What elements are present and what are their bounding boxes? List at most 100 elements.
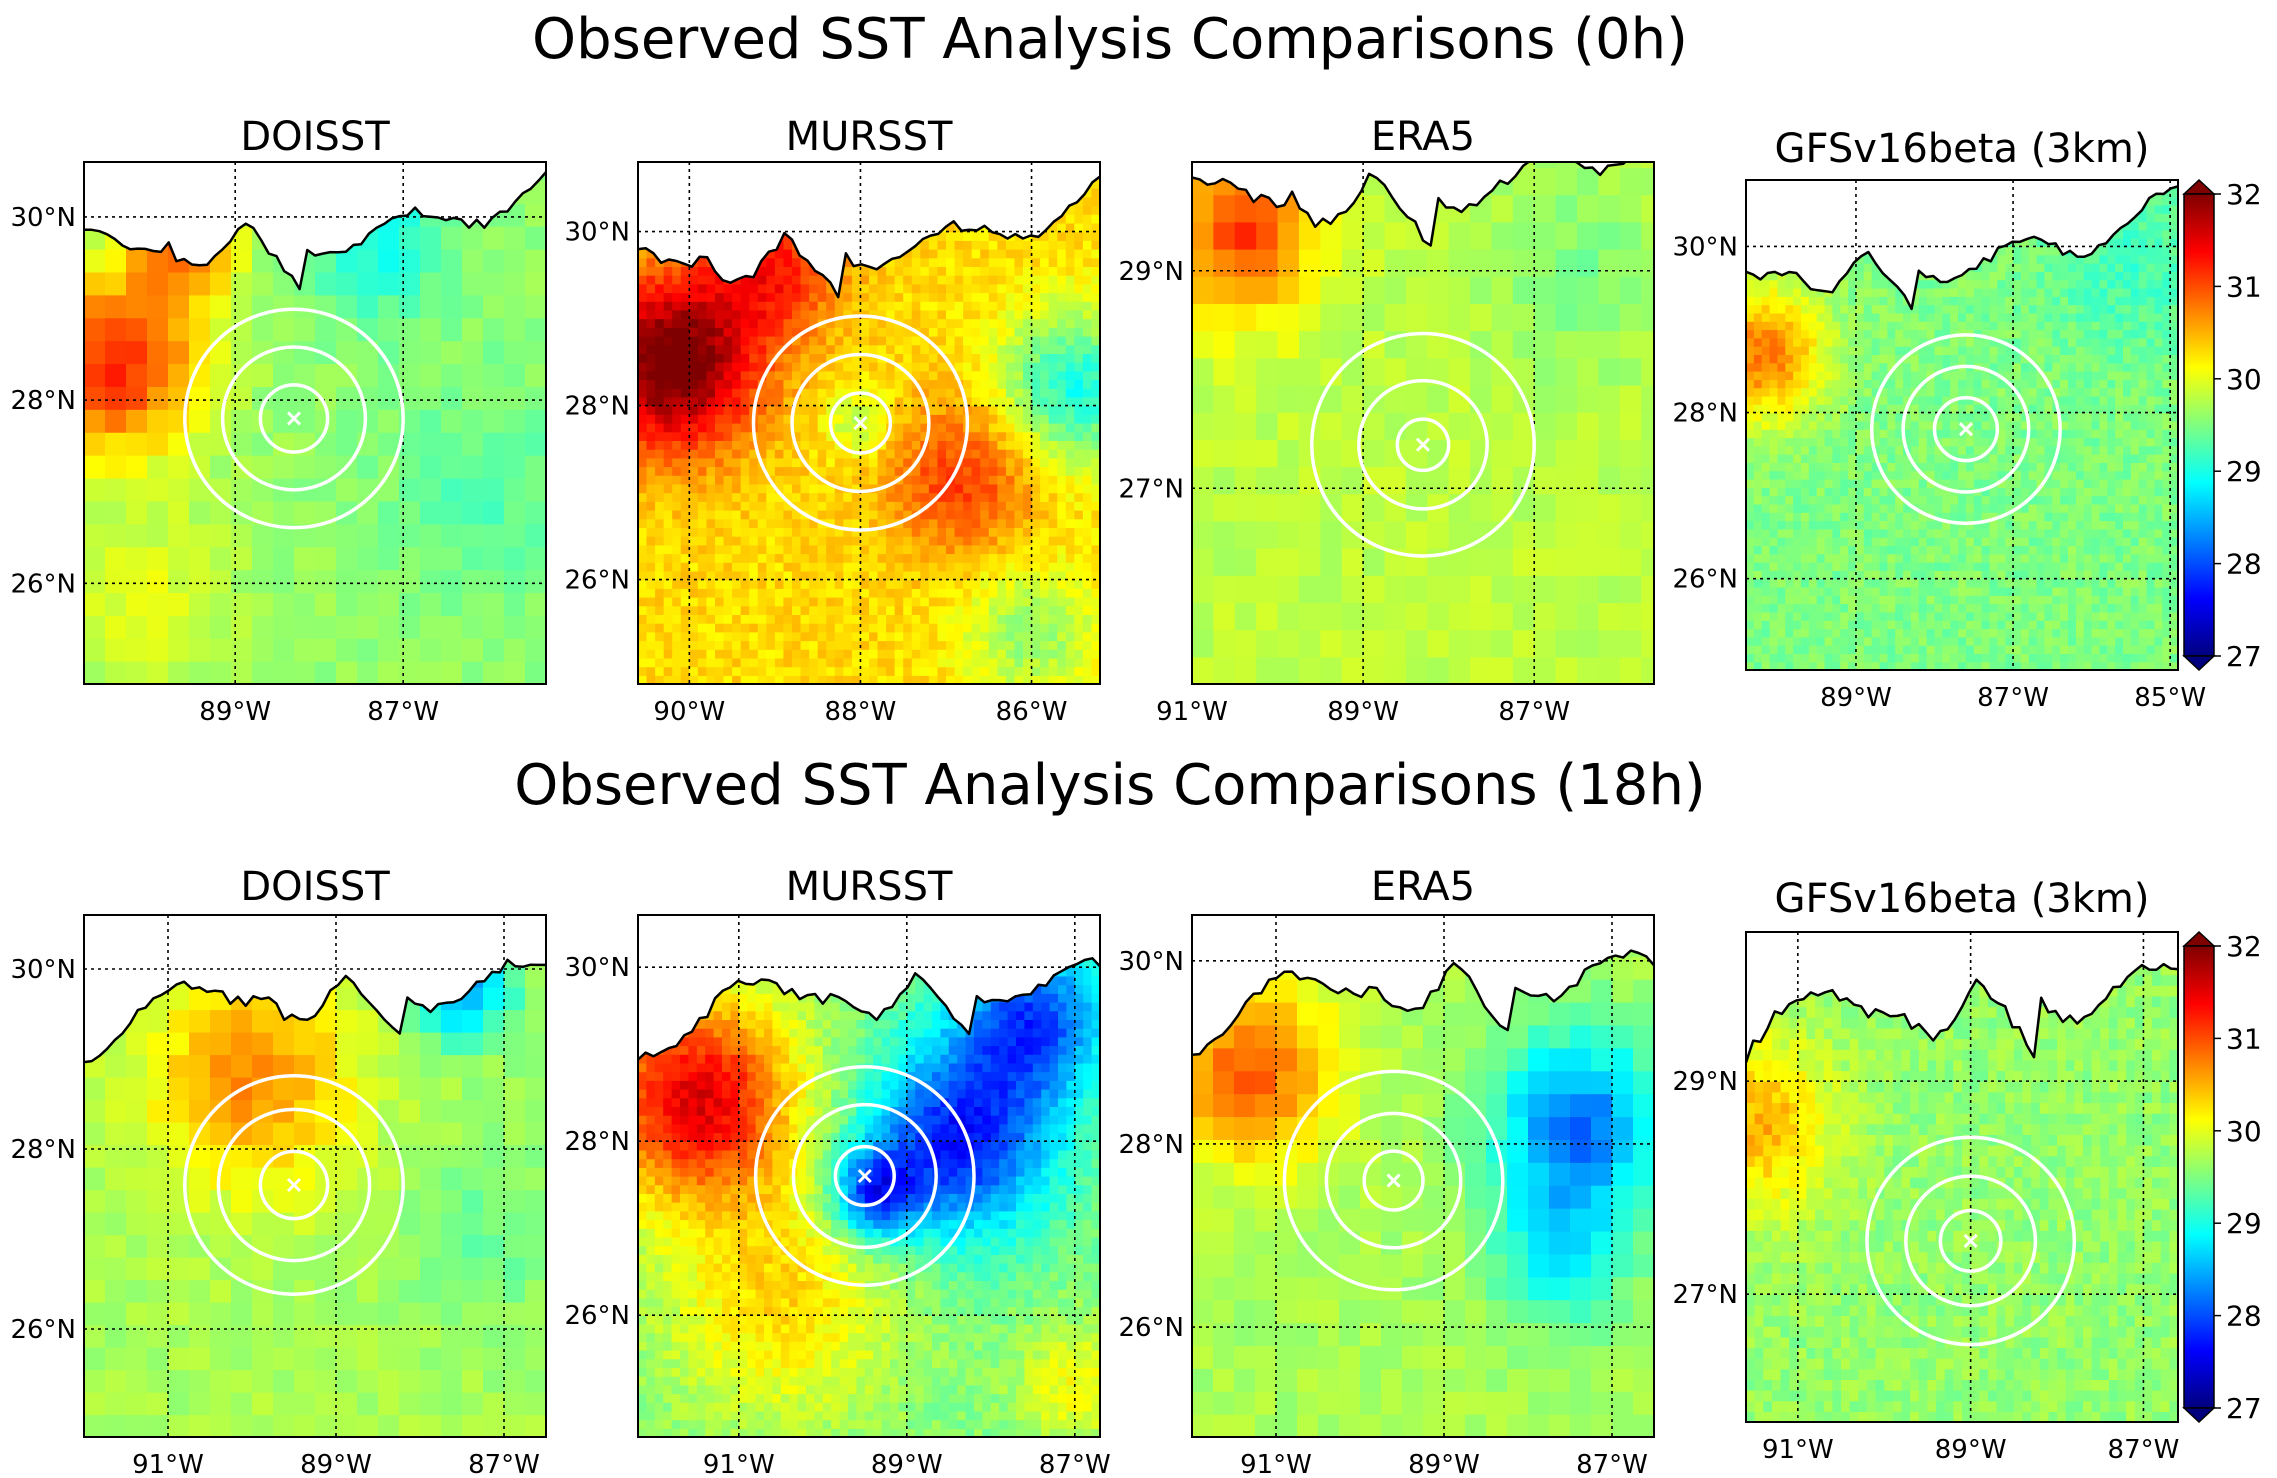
panel-title: MURSST — [786, 114, 953, 160]
colorbar-gradient — [2183, 193, 2215, 657]
radius-ring — [1357, 378, 1489, 511]
colorbar: 32 31 30 29 28 27 — [2182, 930, 2262, 1425]
colorbar-tick-label: 29 — [2226, 455, 2262, 488]
storm-rings — [183, 1074, 405, 1296]
colorbar-tick-label: 30 — [2226, 363, 2262, 396]
lat-tick-label: 27°N — [1672, 1280, 1738, 1310]
lon-tick-label: 87°W — [367, 697, 439, 727]
colorbar-extend-max — [2182, 930, 2216, 947]
storm-rings — [1310, 331, 1536, 558]
colorbar-tick-label: 27 — [2226, 640, 2262, 673]
storm-rings — [1869, 333, 2062, 526]
storm-center-marker — [1963, 1233, 1978, 1248]
gridlines — [1192, 915, 1654, 1437]
map-panel-doisst: DOISST 89°W 87°W 26°N 28°N 30°N — [10, 114, 547, 727]
radius-ring — [1869, 333, 2062, 526]
radius-ring — [1901, 364, 2031, 494]
land-mask — [638, 915, 1100, 1061]
lon-tick-label: 89°W — [1408, 1450, 1480, 1478]
radius-ring — [1395, 417, 1451, 473]
colorbar-tick-label: 32 — [2226, 930, 2262, 963]
lat-tick-label: 29°N — [1672, 1067, 1738, 1097]
row-title: Observed SST Analysis Comparisons (18h) — [514, 753, 1706, 818]
panel-title: ERA5 — [1371, 114, 1475, 160]
lat-tick-label: 30°N — [564, 218, 630, 248]
colorbar-gradient — [2183, 945, 2215, 1409]
storm-rings — [183, 307, 405, 530]
radius-ring — [1938, 1208, 2003, 1273]
storm-center-marker — [1415, 437, 1431, 452]
map-panel-gfsv16beta-3km-: GFSv16beta (3km) 91°W 89°W 87°W 27°N 29°N — [1672, 876, 2179, 1465]
lat-tick-label: 28°N — [564, 1127, 630, 1157]
lat-tick-label: 28°N — [10, 386, 76, 416]
tick-labels: 91°W 89°W 87°W 27°N 29°N — [1672, 1067, 2179, 1465]
lat-tick-label: 26°N — [1672, 565, 1738, 595]
storm-rings — [1282, 1069, 1505, 1292]
lat-tick-label: 26°N — [564, 1301, 630, 1331]
tick-labels: 91°W 89°W 87°W 26°N 28°N 30°N — [564, 953, 1110, 1478]
lon-tick-label: 87°W — [468, 1450, 540, 1478]
panel-title: DOISST — [240, 114, 390, 160]
lat-tick-label: 29°N — [1118, 257, 1184, 287]
tick-labels: 89°W 87°W 26°N 28°N 30°N — [10, 203, 439, 727]
panel-title: GFSv16beta (3km) — [1775, 876, 2150, 922]
lon-tick-label: 89°W — [1935, 1435, 2007, 1465]
radius-ring — [258, 1149, 330, 1221]
panel-title: DOISST — [240, 864, 390, 910]
lat-tick-label: 28°N — [1672, 399, 1738, 429]
storm-rings — [753, 1065, 976, 1287]
radius-ring — [1932, 395, 2000, 463]
colorbar-tick-label: 29 — [2226, 1207, 2262, 1240]
colorbar-tick-label: 31 — [2226, 270, 2262, 303]
radius-ring — [1904, 1174, 2038, 1308]
map-frame — [1745, 179, 2179, 671]
lat-tick-label: 26°N — [564, 566, 630, 596]
map-panel-era5: ERA5 91°W 89°W 87°W 26°N 28°N 30°N — [1118, 864, 1655, 1478]
storm-center-marker — [286, 1177, 302, 1193]
radius-ring — [753, 1065, 976, 1287]
radius-ring — [1310, 331, 1536, 558]
lon-tick-label: 89°W — [1820, 683, 1892, 713]
map-frame — [637, 161, 1101, 685]
radius-ring — [791, 1102, 938, 1250]
land-mask — [1746, 932, 2178, 1063]
storm-rings — [1865, 1135, 2077, 1347]
radius-ring — [1865, 1135, 2077, 1347]
lat-tick-label: 30°N — [1672, 232, 1738, 262]
lat-tick-label: 26°N — [1118, 1313, 1184, 1343]
radius-ring — [1362, 1149, 1425, 1212]
lat-tick-label: 28°N — [10, 1135, 76, 1165]
land-mask — [84, 915, 546, 1064]
map-panel-era5: ERA5 91°W 89°W 87°W 27°N 29°N — [1118, 114, 1655, 727]
land-mask — [1192, 915, 1654, 1057]
lon-tick-label: 89°W — [300, 1450, 372, 1478]
lon-tick-label: 87°W — [1498, 697, 1570, 727]
radius-ring — [828, 391, 893, 455]
lon-tick-label: 87°W — [2108, 1435, 2180, 1465]
land-mask — [84, 162, 546, 291]
storm-center-marker — [1386, 1173, 1401, 1188]
lon-tick-label: 91°W — [1156, 697, 1228, 727]
figure-row-1: Observed SST Analysis Comparisons (18h) D… — [10, 753, 2261, 1478]
storm-center-marker — [1958, 422, 1973, 437]
lon-tick-label: 86°W — [996, 697, 1068, 727]
colorbar-tick-label: 31 — [2226, 1022, 2262, 1055]
lon-tick-label: 91°W — [1762, 1435, 1834, 1465]
gridlines — [84, 915, 546, 1437]
panel-title: MURSST — [786, 864, 953, 910]
lat-tick-label: 30°N — [564, 953, 630, 983]
radius-ring — [258, 383, 330, 454]
row-title: Observed SST Analysis Comparisons (0h) — [532, 7, 1688, 72]
radius-ring — [1282, 1069, 1505, 1292]
radius-ring — [216, 1107, 372, 1263]
map-frame — [83, 161, 547, 685]
radius-ring — [751, 314, 970, 532]
map-panel-doisst: DOISST 91°W 89°W 87°W 26°N 28°N 30°N — [10, 864, 547, 1478]
panel-title: GFSv16beta (3km) — [1775, 126, 2150, 172]
lat-tick-label: 30°N — [10, 203, 76, 233]
lon-tick-label: 88°W — [825, 697, 897, 727]
map-frame — [83, 914, 547, 1438]
lat-tick-label: 26°N — [10, 1315, 76, 1345]
storm-center-marker — [857, 1168, 872, 1184]
